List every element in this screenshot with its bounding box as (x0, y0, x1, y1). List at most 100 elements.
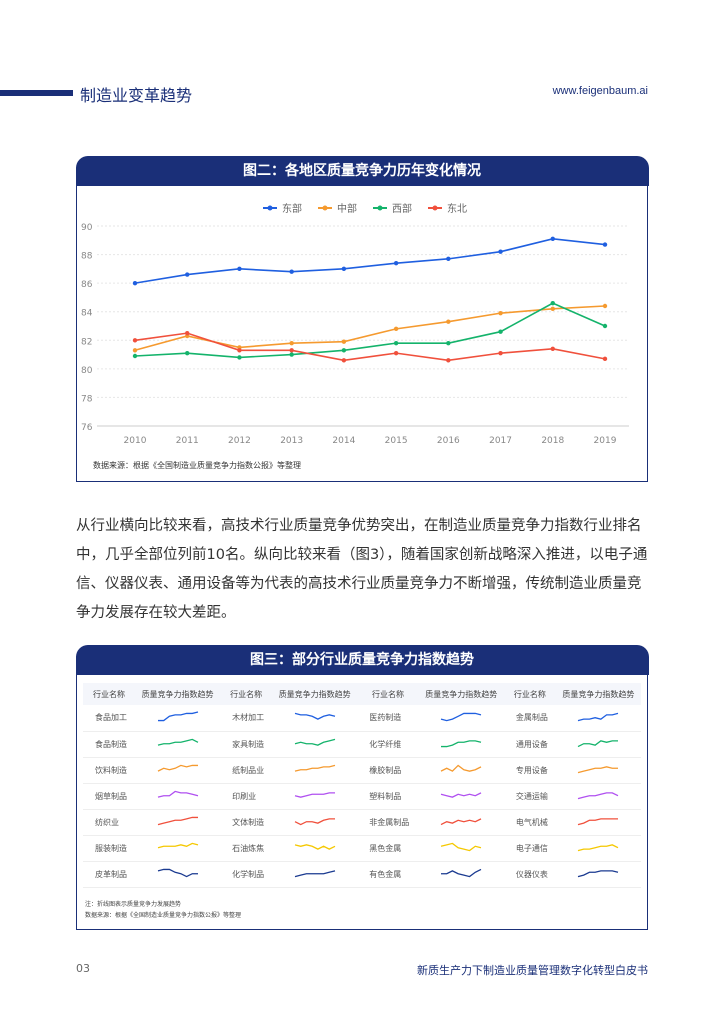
figure3-source: 数据来源：根据《全国制造业质量竞争力指数公报》等整理 (85, 912, 242, 919)
sparkline-path (294, 738, 335, 746)
trend-sparkline (294, 792, 335, 798)
industry-name: 非金属制品 (357, 809, 419, 836)
column-header-name: 行业名称 (220, 683, 273, 705)
data-point (132, 280, 138, 286)
trend-sparkline (157, 790, 198, 798)
sparkline-path (157, 764, 198, 772)
table-row: 纺织业 文体制造 非金属制品 电气机械 (83, 809, 641, 836)
trend-sparkline (294, 818, 335, 826)
data-point (289, 348, 294, 353)
sparkline-path (157, 842, 198, 849)
data-point (550, 346, 555, 352)
column-header-name: 行业名称 (357, 683, 419, 705)
trend-sparkline (157, 711, 198, 721)
industry-name: 塑料制品 (357, 783, 419, 810)
data-point (132, 353, 138, 359)
trend-sparkline (441, 842, 482, 852)
data-point (498, 350, 503, 356)
data-point (550, 236, 555, 242)
data-point (185, 272, 190, 277)
data-point (393, 340, 399, 346)
trend-sparkline (578, 844, 619, 852)
data-point (498, 249, 503, 254)
x-tick-label: 2012 (228, 436, 251, 446)
trend-sparkline (578, 712, 619, 721)
industry-name: 有色金属 (357, 861, 419, 888)
legend-marker (432, 205, 438, 211)
data-point (237, 266, 242, 272)
data-point (446, 358, 451, 363)
sparkline-path (157, 738, 198, 746)
section-title: 制造业变革趋势 (80, 86, 193, 105)
sparkline-path (578, 766, 619, 774)
trend-sparkline (157, 738, 198, 746)
legend-item[interactable]: 东北 (428, 202, 467, 215)
industry-name: 饮料制造 (83, 757, 136, 784)
industry-name: 木材加工 (220, 705, 273, 732)
industry-name: 电气机械 (503, 809, 556, 836)
data-point (393, 260, 399, 266)
sparkline-path (294, 818, 335, 826)
industry-name: 服装制造 (83, 835, 136, 862)
column-header-trend: 质量竞争力指数趋势 (272, 683, 358, 705)
legend-item[interactable]: 东部 (263, 202, 302, 215)
sparkline-path (578, 870, 619, 878)
industry-name: 橡胶制品 (357, 757, 419, 784)
industry-name: 食品制造 (83, 731, 136, 758)
sparkline-path (578, 818, 619, 826)
data-point (237, 348, 242, 353)
figure3-note: 注：折线图表示质量竞争力发展趋势 (85, 901, 182, 908)
table-row: 食品制造 家具制造 化学纤维 通用设备 (83, 731, 641, 758)
table-row: 饮料制造 纸制品业 橡胶制品 专用设备 (83, 757, 641, 784)
legend-label: 东部 (282, 202, 302, 215)
table-row: 皮革制品 化学制品 有色金属 仪器仪表 (83, 861, 641, 888)
data-point (446, 340, 451, 346)
trend-sparkline (440, 818, 482, 826)
legend-marker (377, 205, 383, 211)
website-link[interactable]: www.feigenbaum.ai (552, 85, 648, 97)
legend-marker (267, 205, 273, 211)
industry-name: 印刷业 (220, 783, 273, 810)
data-point (289, 269, 294, 274)
trend-sparkline (578, 870, 619, 878)
data-point (341, 266, 347, 272)
sparkline-path (157, 868, 198, 878)
sparkline-path (157, 790, 198, 798)
y-tick-label: 86 (81, 280, 93, 290)
data-point (289, 340, 294, 346)
legend-label: 东北 (447, 202, 467, 215)
table-row: 食品加工 木材加工 医药制造 金属制品 (83, 705, 641, 732)
sparkline-path (440, 764, 482, 772)
table-row: 服装制造 石油炼焦 黑色金属 电子通信 (83, 835, 641, 862)
figure2-title: 图二：各地区质量竞争力历年变化情况 (75, 156, 649, 186)
x-tick-label: 2015 (385, 436, 408, 446)
data-point (132, 348, 138, 353)
sparkline-path (441, 792, 482, 798)
trend-sparkline (294, 764, 335, 772)
legend-item[interactable]: 西部 (373, 202, 412, 215)
region-line-chart: 76 78 80 82 84 86 88 90 2010 2011 2012 2013 2014 2015… (81, 202, 629, 446)
data-point (498, 310, 503, 316)
industry-name: 食品加工 (83, 705, 136, 732)
trend-sparkline (441, 868, 482, 878)
figure3-title: 图三：部分行业质量竞争力指数趋势 (75, 645, 649, 675)
legend-item[interactable]: 中部 (318, 202, 357, 215)
column-header-trend: 质量竞争力指数趋势 (555, 683, 641, 705)
y-tick-label: 80 (81, 366, 93, 376)
legend-label: 西部 (392, 202, 412, 215)
column-header-name: 行业名称 (503, 683, 556, 705)
industry-name: 文体制造 (220, 809, 273, 836)
header-accent-bar (0, 90, 73, 96)
data-point (498, 329, 503, 334)
sparkline-path (440, 818, 482, 826)
x-tick-label: 2016 (437, 436, 460, 446)
trend-sparkline (441, 792, 482, 798)
legend-label: 中部 (337, 202, 357, 215)
data-point (393, 326, 399, 332)
figure2-card: 图二：各地区质量竞争力历年变化情况 76 78 80 82 84 86 88 90 2010 20… (75, 156, 649, 482)
data-point (132, 338, 138, 343)
industry-name: 通用设备 (503, 731, 556, 758)
y-tick-label: 88 (81, 252, 93, 262)
trend-sparkline (157, 842, 198, 849)
sparkline-path (441, 740, 482, 748)
